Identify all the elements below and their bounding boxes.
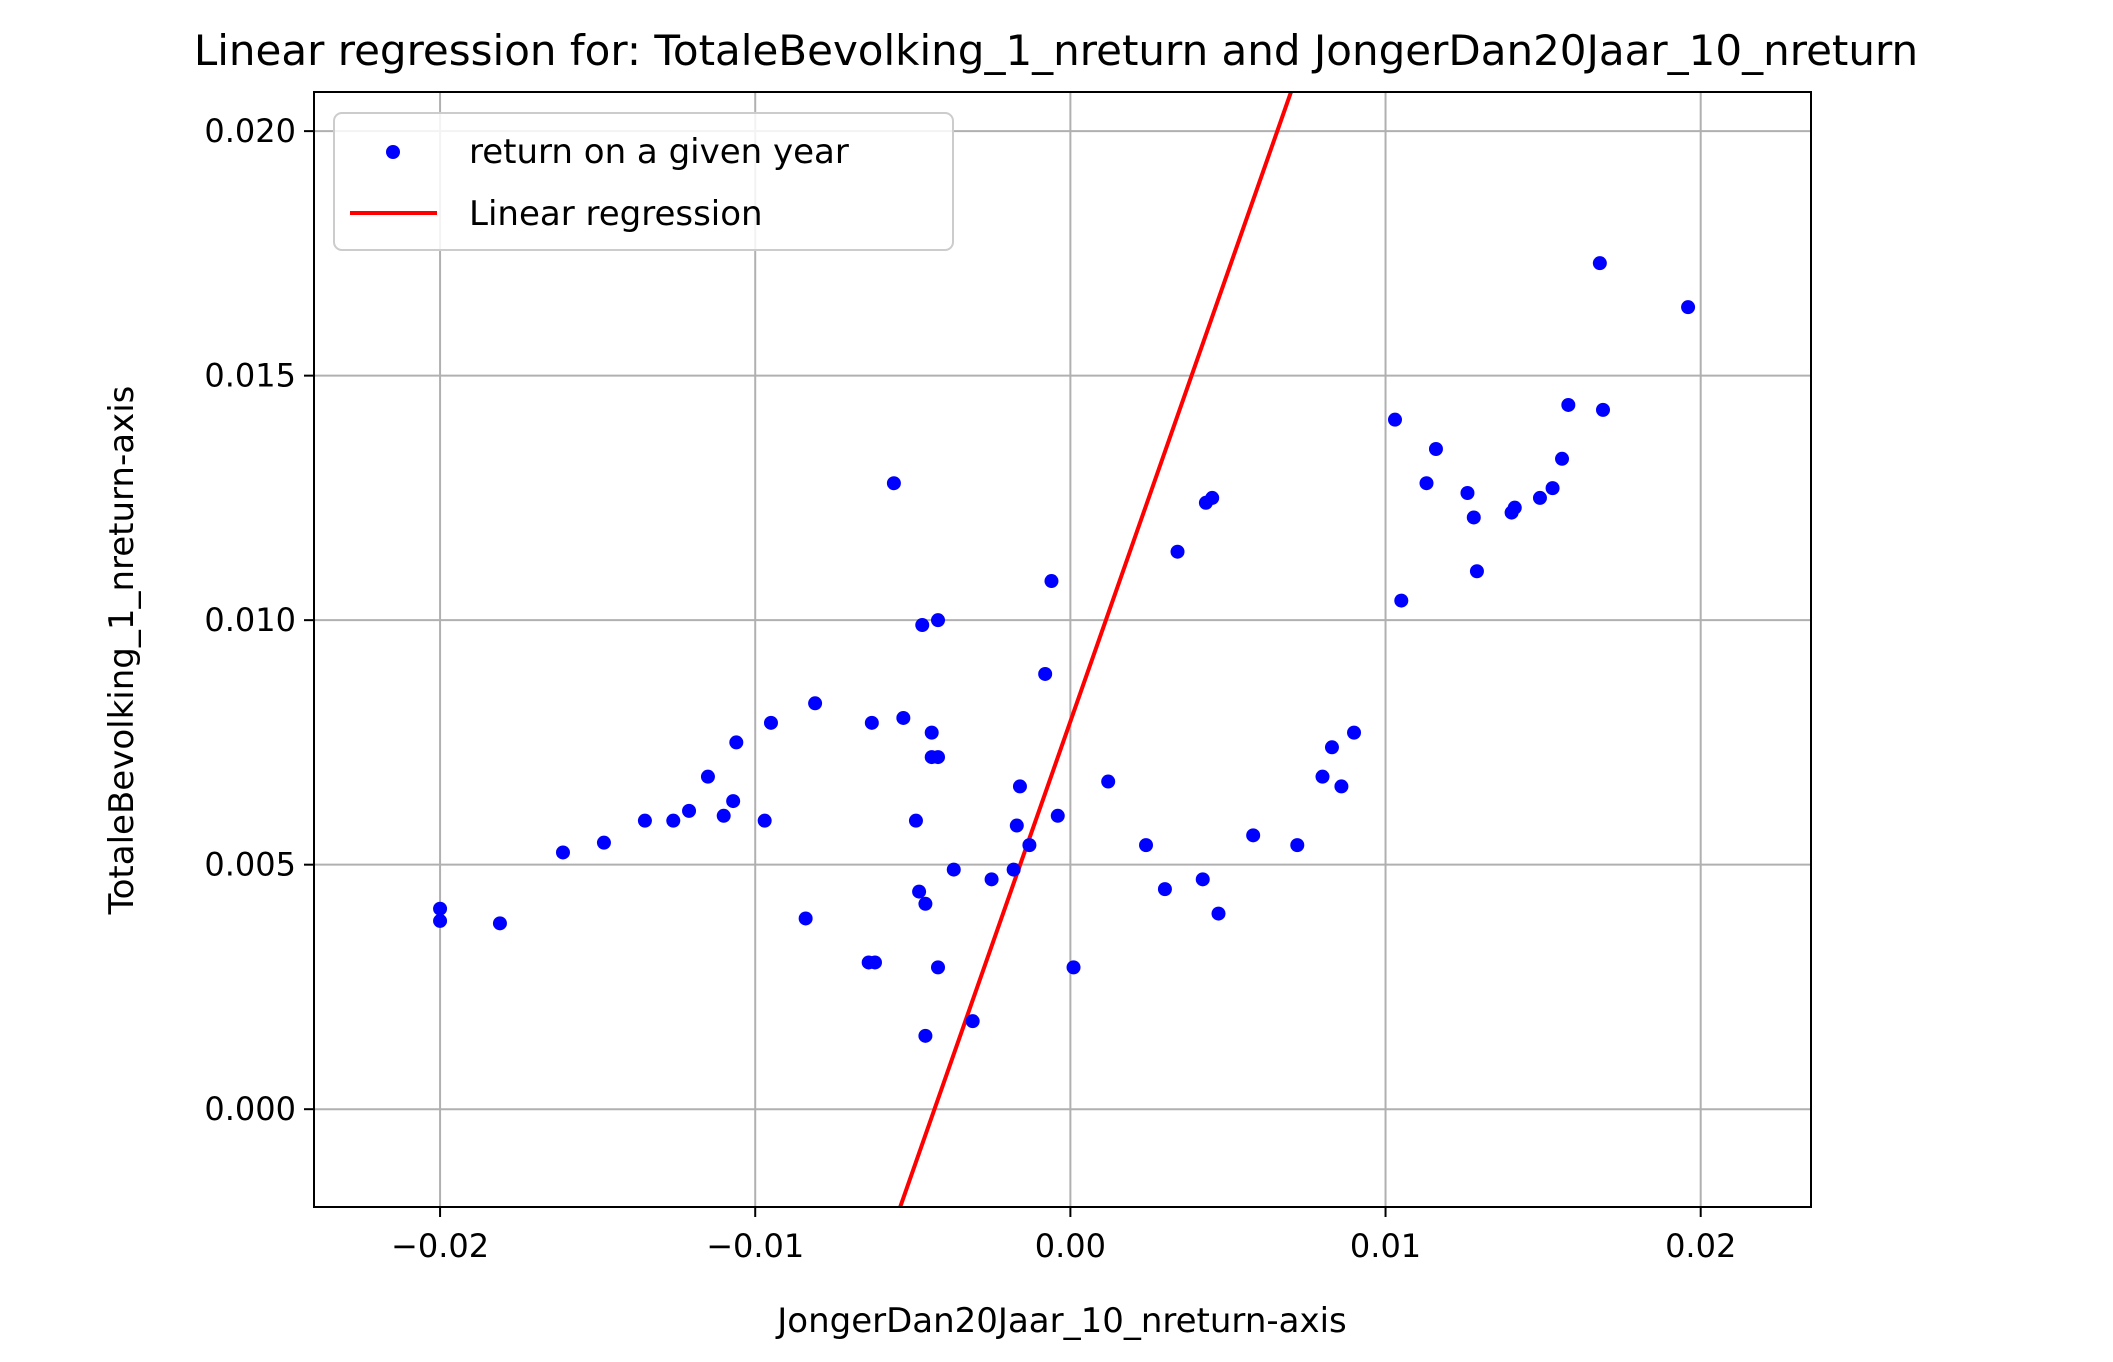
plot-frame bbox=[313, 91, 1812, 1208]
legend-marker-scatter bbox=[386, 145, 400, 159]
legend-label-scatter: return on a given year bbox=[469, 132, 849, 172]
scatter-point bbox=[931, 750, 946, 765]
scatter-point bbox=[433, 901, 448, 916]
y-tick-label: 0.015 bbox=[204, 357, 296, 395]
scatter-point bbox=[1387, 412, 1402, 427]
scatter-point bbox=[1469, 564, 1484, 579]
scatter-point bbox=[729, 735, 744, 750]
scatter-point bbox=[1419, 476, 1434, 491]
y-axis-label: TotaleBevolking_1_nreturn-axis bbox=[102, 386, 142, 916]
scatter-point bbox=[1507, 500, 1522, 515]
x-tick-label: 0.02 bbox=[1665, 1227, 1736, 1265]
scatter-point bbox=[1012, 779, 1027, 794]
scatter-point bbox=[433, 913, 448, 928]
scatter-point bbox=[886, 476, 901, 491]
scatter-point bbox=[1555, 451, 1570, 466]
scatter-point bbox=[867, 955, 882, 970]
scatter-point bbox=[1157, 882, 1172, 897]
scatter-point bbox=[1066, 960, 1081, 975]
scatter-point bbox=[596, 835, 611, 850]
scatter-point bbox=[1009, 818, 1024, 833]
scatter-point bbox=[700, 769, 715, 784]
x-axis-ticks: −0.02 −0.01 0.00 0.01 0.02 bbox=[391, 1207, 1736, 1265]
scatter-point bbox=[1170, 544, 1185, 559]
scatter-point bbox=[1044, 574, 1059, 589]
legend-label-line: Linear regression bbox=[469, 194, 763, 234]
scatter-point bbox=[1324, 740, 1339, 755]
scatter-point bbox=[1334, 779, 1349, 794]
scatter-point bbox=[1428, 441, 1443, 456]
scatter-point bbox=[492, 916, 507, 931]
x-tick-label: −0.02 bbox=[391, 1227, 489, 1265]
scatter-point bbox=[757, 813, 772, 828]
scatter-point bbox=[1006, 862, 1021, 877]
y-tick-label: 0.005 bbox=[204, 846, 296, 884]
scatter-point bbox=[1466, 510, 1481, 525]
grid bbox=[314, 92, 1811, 1207]
scatter-point bbox=[682, 803, 697, 818]
scatter-point bbox=[931, 960, 946, 975]
scatter-point bbox=[931, 613, 946, 628]
scatter-point bbox=[1246, 828, 1261, 843]
x-tick-label: 0.01 bbox=[1350, 1227, 1421, 1265]
scatter-point bbox=[726, 794, 741, 809]
scatter-point bbox=[946, 862, 961, 877]
scatter-point bbox=[1205, 490, 1220, 505]
scatter-point bbox=[924, 725, 939, 740]
scatter-point bbox=[1460, 486, 1475, 501]
scatter-point bbox=[1595, 402, 1610, 417]
scatter-point-layer bbox=[433, 256, 1696, 1043]
scatter-point bbox=[1038, 666, 1053, 681]
y-tick-label: 0.000 bbox=[204, 1090, 296, 1128]
x-tick-label: −0.01 bbox=[706, 1227, 804, 1265]
scatter-point bbox=[666, 813, 681, 828]
y-tick-label: 0.020 bbox=[204, 112, 296, 150]
legend: return on a given year Linear regression bbox=[333, 112, 954, 251]
scatter-point bbox=[984, 872, 999, 887]
scatter-point bbox=[808, 696, 823, 711]
scatter-point bbox=[1532, 490, 1547, 505]
scatter-point bbox=[1347, 725, 1362, 740]
scatter-point bbox=[1022, 838, 1037, 853]
scatter-point bbox=[555, 845, 570, 860]
scatter-point bbox=[716, 808, 731, 823]
scatter-point bbox=[896, 710, 911, 725]
y-tick-label: 0.010 bbox=[204, 601, 296, 639]
scatter-point bbox=[1681, 300, 1696, 315]
y-axis-ticks: 0.000 0.005 0.010 0.015 0.020 bbox=[204, 112, 314, 1128]
scatter-point bbox=[864, 715, 879, 730]
x-tick-label: 0.00 bbox=[1035, 1227, 1106, 1265]
scatter-point bbox=[1211, 906, 1226, 921]
scatter-point bbox=[1050, 808, 1065, 823]
regression-line bbox=[898, 92, 1293, 1207]
scatter-point bbox=[918, 896, 933, 911]
scatter-point bbox=[912, 884, 927, 899]
scatter-point bbox=[1545, 481, 1560, 496]
scatter-point bbox=[1195, 872, 1210, 887]
legend-box bbox=[333, 112, 954, 251]
regression-line-layer bbox=[898, 92, 1293, 1207]
scatter-point bbox=[918, 1028, 933, 1043]
scatter-point bbox=[965, 1014, 980, 1029]
scatter-point bbox=[1315, 769, 1330, 784]
scatter-point bbox=[1101, 774, 1116, 789]
x-axis-label: JongerDan20Jaar_10_nreturn-axis bbox=[775, 1301, 1347, 1341]
scatter-point bbox=[1394, 593, 1409, 608]
scatter-point bbox=[763, 715, 778, 730]
scatter-point bbox=[1561, 397, 1576, 412]
scatter-point bbox=[798, 911, 813, 926]
chart-title: Linear regression for: TotaleBevolking_1… bbox=[194, 26, 1918, 75]
scatter-point bbox=[915, 618, 930, 633]
scatter-point bbox=[1592, 256, 1607, 271]
scatter-point bbox=[908, 813, 923, 828]
scatter-point bbox=[1290, 838, 1305, 853]
scatter-point bbox=[637, 813, 652, 828]
scatter-point bbox=[1139, 838, 1154, 853]
